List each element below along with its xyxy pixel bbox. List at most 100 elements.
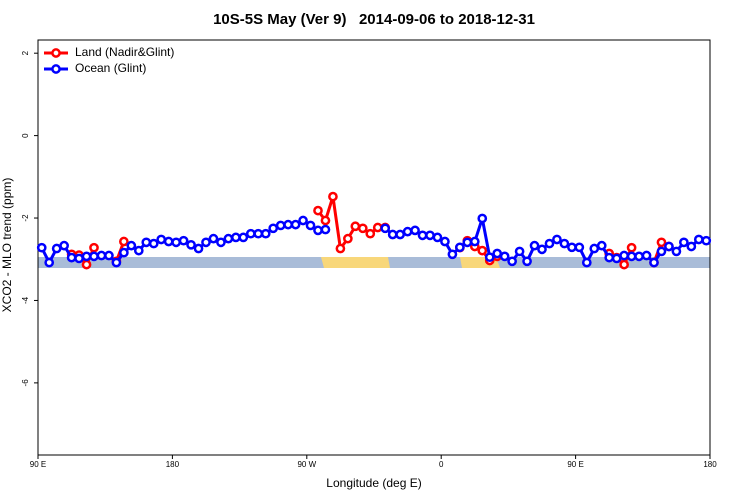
data-point [634, 251, 644, 262]
data-point [611, 253, 622, 264]
data-point [589, 243, 600, 254]
data-point [522, 256, 532, 267]
data-point [178, 235, 189, 246]
x-axis-label: Longitude (deg E) [326, 476, 421, 490]
data-point [552, 234, 562, 245]
data-point [477, 245, 488, 256]
data-point [477, 213, 488, 224]
data-point [455, 242, 465, 253]
x-tick-label: 180 [703, 460, 717, 469]
data-point [656, 237, 667, 248]
data-point [402, 226, 413, 237]
x-tick-label: 0 [439, 460, 444, 469]
data-point [365, 228, 376, 239]
data-point [245, 228, 256, 239]
data-point [163, 236, 174, 247]
data-point [253, 228, 264, 239]
land-band [321, 257, 390, 268]
data-point [148, 238, 159, 249]
data-point [514, 246, 525, 257]
data-point [380, 223, 391, 234]
data-point [66, 252, 77, 263]
x-tick-label: 90 E [30, 460, 46, 469]
data-point [260, 228, 271, 239]
data-point [313, 225, 323, 236]
data-point [96, 250, 107, 261]
data-point [328, 191, 338, 202]
data-point [335, 243, 346, 254]
data-point [238, 232, 249, 243]
data-point [395, 229, 405, 240]
data-point [231, 232, 241, 243]
data-point [507, 256, 517, 267]
data-point [268, 223, 279, 234]
data-point [649, 257, 659, 268]
data-point [171, 237, 181, 248]
data-point [529, 240, 540, 251]
data-point [343, 233, 353, 244]
data-point [559, 238, 570, 249]
x-tick-label: 180 [166, 460, 180, 469]
data-point [305, 220, 316, 231]
legend-marker [51, 64, 61, 74]
data-point [484, 252, 495, 263]
data-point [156, 234, 167, 245]
legend-marker [51, 48, 61, 58]
data-point [372, 222, 383, 233]
data-point [686, 241, 697, 252]
data-point [626, 251, 637, 262]
data-point [216, 237, 226, 248]
y-tick-label: 2 [21, 50, 30, 55]
data-point [81, 251, 92, 262]
data-point [701, 235, 712, 246]
data-point [462, 237, 473, 248]
data-point [544, 238, 555, 249]
data-point [440, 236, 450, 247]
data-point [447, 249, 458, 260]
y-tick-label: -6 [21, 379, 30, 387]
data-point [89, 251, 99, 262]
data-point [186, 239, 196, 250]
data-point [201, 237, 211, 248]
data-point [596, 240, 607, 251]
data-point [81, 259, 92, 270]
data-point [604, 252, 615, 263]
x-tick-label: 90 E [567, 460, 583, 469]
data-point [283, 219, 293, 230]
y-tick-label: 0 [21, 133, 30, 138]
data-point [626, 242, 637, 253]
data-point [679, 237, 689, 248]
data-point [664, 241, 674, 252]
chart-title: 10S-5S May (Ver 9) 2014-09-06 to 2018-12… [213, 11, 535, 28]
data-point [51, 243, 62, 254]
data-point [141, 237, 152, 248]
data-point [119, 247, 129, 258]
data-point [387, 229, 398, 240]
data-point [641, 250, 652, 261]
data-point [74, 253, 84, 264]
data-point [693, 234, 704, 245]
legend-label: Land (Nadir&Glint) [75, 45, 174, 59]
data-point [671, 246, 682, 257]
data-point [223, 233, 234, 244]
data-point [104, 250, 114, 261]
data-point [320, 215, 331, 226]
data-point [193, 243, 204, 254]
data-point [119, 236, 129, 247]
y-axis-label: XCO2 - MLO trend (ppm) [0, 178, 14, 313]
data-point [36, 242, 47, 253]
data-point [89, 242, 99, 253]
data-point [208, 233, 219, 244]
data-point [425, 230, 435, 241]
data-point [410, 225, 420, 236]
y-tick-label: -2 [21, 214, 30, 222]
data-point [417, 230, 428, 241]
data-point [469, 236, 480, 247]
data-point [619, 259, 629, 270]
data-point [313, 205, 323, 216]
data-point [298, 215, 308, 226]
data-point [320, 224, 331, 235]
data-point [357, 223, 368, 234]
data-point [432, 232, 443, 243]
